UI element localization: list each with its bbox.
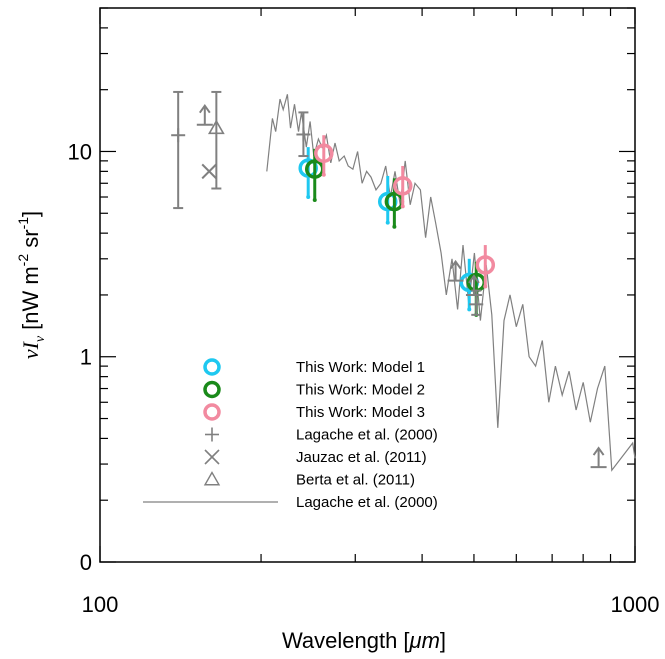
data-marks: [171, 90, 607, 469]
x-tick-label: 100: [82, 592, 119, 617]
lower-limit-head: [449, 259, 462, 270]
plot-border: [99, 7, 636, 563]
lower-limit-head: [592, 446, 605, 456]
legend-label: Lagache et al. (2000): [296, 427, 438, 444]
y-axis-title: νIν[nW m-2 sr-1]: [15, 211, 48, 359]
lower-limit-arrow: [465, 274, 482, 296]
axis-ticks: [99, 7, 636, 563]
series-0-point-errorend: [306, 195, 311, 200]
legend-entry: Berta et al. (2011): [203, 471, 415, 489]
lower-limit-head: [468, 274, 480, 284]
model-line: [266, 94, 636, 472]
series-2-point: [314, 143, 334, 164]
x-axis-title: Wavelength [μm]: [282, 628, 446, 653]
y-tick-label: 1: [80, 345, 92, 370]
legend-entry: This Work: Model 2: [203, 380, 425, 399]
legend-label: This Work: Model 3: [296, 404, 425, 421]
model-line-layer: [266, 94, 636, 472]
series-3-point: [296, 127, 311, 142]
x-tick-label: 1000: [611, 592, 660, 617]
legend-entry: Lagache et al. (2000): [205, 427, 438, 444]
legend-label: Jauzac et al. (2011): [296, 449, 427, 466]
legend-label: Berta et al. (2011): [296, 472, 415, 489]
plot-frame: [99, 7, 636, 563]
series-2-point: [392, 176, 413, 196]
series-3-point: [469, 297, 484, 312]
legend-symbol: [204, 449, 220, 465]
series-2-point-errorend: [321, 172, 326, 177]
y-tick-label: 10: [68, 139, 92, 164]
tick-labels: 100 1000 0 1 10: [68, 139, 660, 617]
series-1-point-errorend: [392, 224, 397, 229]
legend-symbol: [203, 403, 221, 421]
series-2-point-errorend: [483, 284, 488, 289]
series-0-point-errorend: [467, 307, 472, 312]
legend-label: Lagache et al. (2000): [296, 494, 438, 511]
series-2-point-errorend: [400, 204, 405, 209]
y-tick-label: 0: [80, 550, 92, 575]
legend: This Work: Model 1 This Work: Model 2 This…: [143, 358, 438, 511]
series-4-point: [201, 163, 217, 180]
series-4-point-d2: [201, 163, 217, 180]
lower-limit-arrow: [590, 446, 607, 469]
legend-label: This Work: Model 1: [296, 359, 425, 376]
lower-limit-arrow: [196, 103, 213, 126]
legend-entry: Lagache et al. (2000): [143, 494, 438, 511]
legend-entry: This Work: Model 1: [203, 358, 425, 376]
legend-symbol: [203, 471, 221, 486]
series-0-point-errorend: [385, 220, 390, 225]
legend-label: This Work: Model 2: [296, 382, 425, 399]
legend-symbol: [203, 358, 221, 376]
legend-symbol: [203, 380, 221, 399]
lower-limit-arrow: [447, 259, 464, 282]
series-2-point: [475, 255, 496, 275]
series-1-point-errorend: [312, 198, 317, 203]
lower-limit-head: [198, 103, 211, 114]
legend-entry: This Work: Model 3: [203, 403, 425, 421]
legend-entry: Jauzac et al. (2011): [204, 449, 427, 466]
series-5-point: [207, 119, 225, 135]
series-3-point: [171, 128, 186, 143]
